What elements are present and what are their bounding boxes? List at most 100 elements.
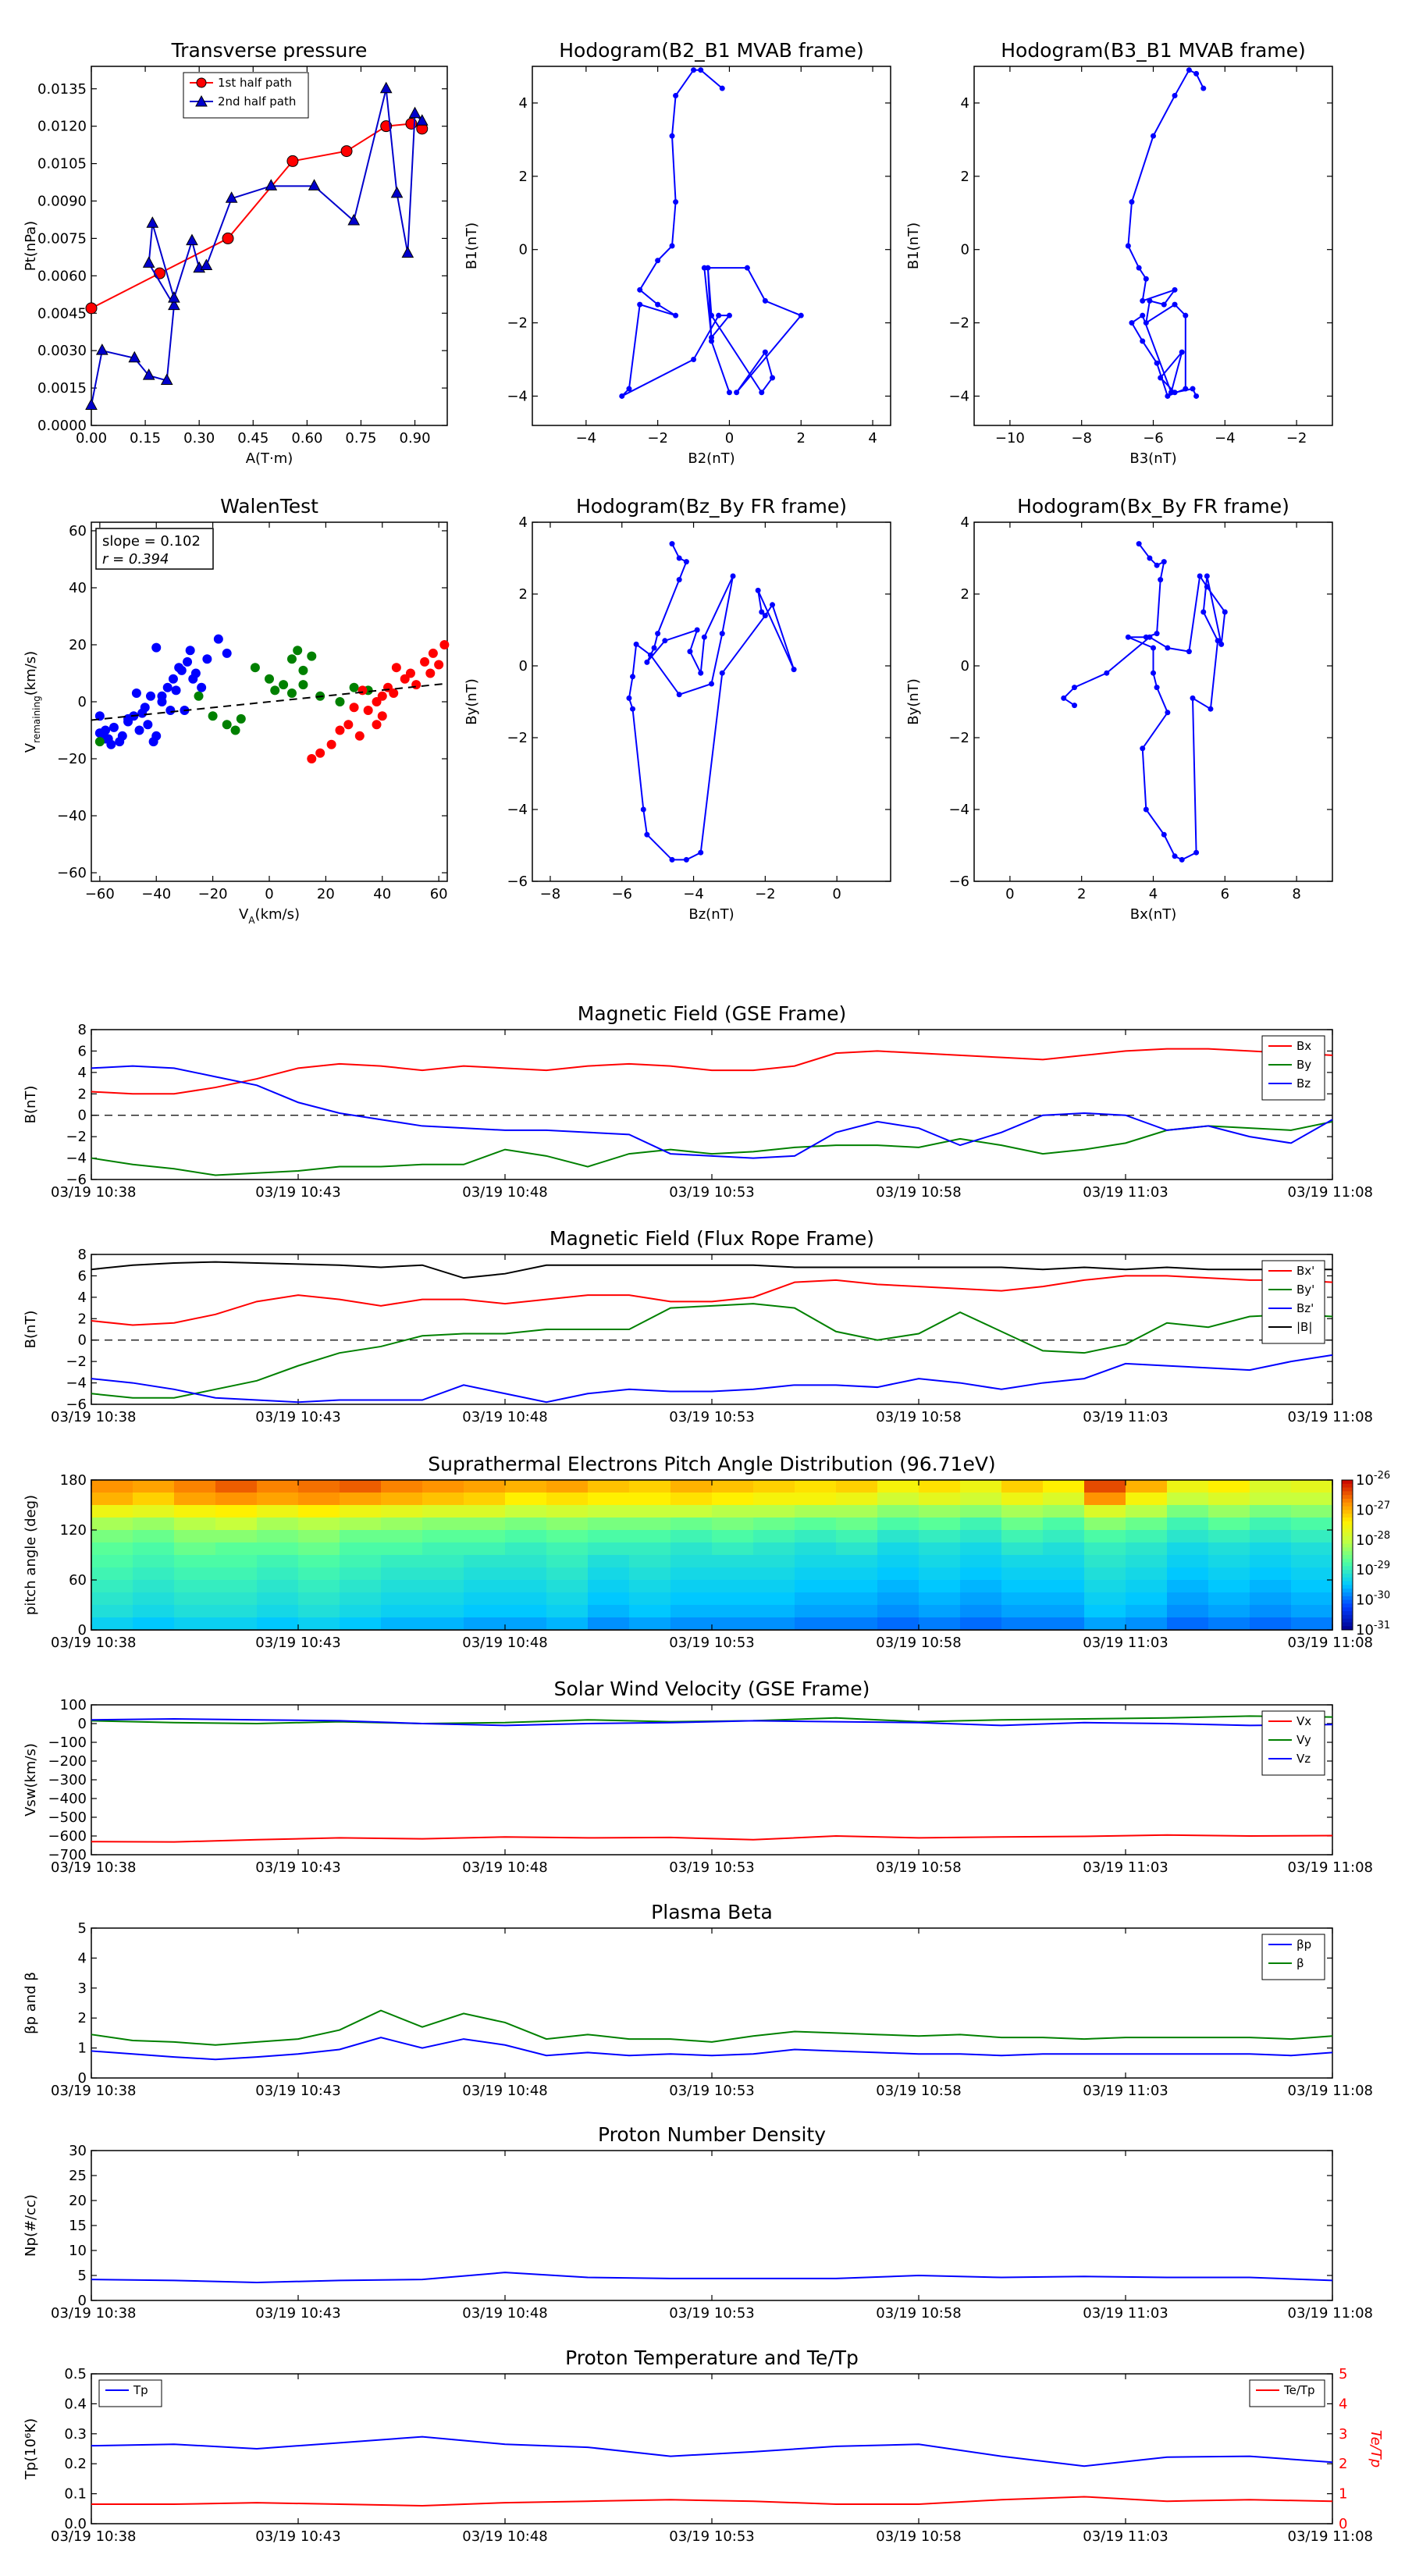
data-point [408, 106, 422, 119]
y-tick-label: 4 [961, 514, 969, 531]
heatmap-cell [422, 1542, 464, 1556]
y-tick-label: 4 [961, 95, 969, 112]
heatmap-cell [91, 1580, 133, 1593]
heatmap-cell [1001, 1493, 1044, 1506]
data-point [633, 641, 639, 647]
heatmap-cell [795, 1493, 837, 1506]
colorbar-tick-base: 10 [1356, 1562, 1374, 1578]
x-axis-label: B3(nT) [1129, 450, 1176, 467]
x-tick-label: 03/19 10:43 [255, 2528, 340, 2545]
scatter-point-blue [168, 674, 178, 684]
y-tick-label: 120 [60, 1522, 87, 1539]
x-tick-label: 03/19 11:08 [1288, 2083, 1373, 2099]
data-point [698, 670, 704, 676]
y-axis-label: Pt(nPa) [23, 221, 39, 271]
data-point [701, 634, 707, 640]
data-point [644, 831, 650, 838]
heatmap-cell [546, 1517, 589, 1531]
heatmap-cell [91, 1592, 133, 1606]
data-point [619, 393, 625, 399]
heatmap-cell [670, 1505, 713, 1518]
x-tick-label: 0 [1005, 886, 1014, 902]
data-point [1215, 638, 1221, 644]
data-point [1154, 631, 1160, 637]
data-point [694, 627, 700, 633]
y-axis-label-main: V [23, 742, 39, 753]
colorbar-tick-exp: -28 [1374, 1530, 1390, 1542]
heatmap-cell [1126, 1580, 1168, 1593]
legend-box [98, 2379, 162, 2407]
data-point [1197, 573, 1203, 579]
heatmap-cell [257, 1592, 299, 1606]
heatmap-cell [919, 1493, 961, 1506]
heatmap-cell [753, 1617, 795, 1631]
y-tick-label: 0.0135 [37, 81, 87, 98]
heatmap-cell [1001, 1542, 1044, 1556]
data-point [1165, 393, 1171, 399]
heatmap-cell [877, 1505, 919, 1518]
data-point [762, 349, 768, 355]
heatmap-cell [1084, 1480, 1126, 1493]
heatmap-cell [464, 1530, 506, 1543]
y-tick-label: 40 [69, 580, 87, 596]
heatmap-cell [1208, 1617, 1250, 1631]
x-tick-label: −8 [540, 886, 561, 902]
scatter-point-blue [117, 731, 127, 741]
y-tick-label: −4 [507, 388, 528, 404]
x-tick-label: 03/19 11:03 [1083, 1635, 1168, 1651]
heatmap-cell [1043, 1592, 1085, 1606]
heatmap-cell [712, 1480, 754, 1493]
data-point [1200, 85, 1207, 91]
x-tick-label: 03/19 10:58 [876, 1409, 961, 1425]
heatmap-cell [670, 1555, 713, 1568]
heatmap-cell [1291, 1605, 1333, 1618]
heatmap-cell [1250, 1617, 1292, 1631]
heatmap-cell [960, 1555, 1002, 1568]
x-tick-label: 03/19 11:03 [1083, 1859, 1168, 1876]
data-point [726, 312, 732, 318]
data-point [651, 645, 657, 651]
axes-frame [532, 66, 891, 426]
series-line [91, 88, 423, 406]
legend: 1st half path 2nd half path [183, 72, 309, 119]
heatmap-cell [1167, 1567, 1209, 1581]
heatmap-cell [422, 1480, 464, 1493]
heatmap-cell [712, 1555, 754, 1568]
data-point [308, 179, 321, 190]
heatmap-cell [795, 1505, 837, 1518]
heatmap-cell [340, 1480, 382, 1493]
x-tick-label: 03/19 11:03 [1083, 2528, 1168, 2545]
heatmap-cell [91, 1480, 133, 1493]
heatmap-cell [1043, 1617, 1085, 1631]
scatter-point-red [372, 720, 382, 730]
heatmap-cell [1208, 1555, 1250, 1568]
scatter-point-red [439, 639, 450, 649]
x-tick-label: 0 [725, 430, 734, 447]
heatmap-cell [877, 1480, 919, 1493]
heatmap-cell [588, 1605, 630, 1618]
y-tick-label: 0.0015 [37, 380, 87, 397]
data-point [95, 343, 108, 355]
y-tick-label: 2 [961, 169, 969, 185]
y-tick-label: 180 [60, 1472, 87, 1489]
scatter-point-red [377, 691, 387, 701]
colorbar-tick-base: 10 [1356, 1532, 1374, 1549]
annotation-box [95, 528, 214, 570]
y-tick-label: 30 [69, 2143, 87, 2159]
colorbar-cell [1342, 1599, 1353, 1604]
heatmap-cell [422, 1567, 464, 1581]
x-axis-label: VA(km/s) [239, 906, 300, 926]
scatter-point-blue [202, 654, 212, 664]
panel-vsw: Solar Wind Velocity (GSE Frame) −700 −600 −… [23, 1678, 1373, 1876]
heatmap-cell [1208, 1505, 1250, 1518]
y-axis-label: B1(nT) [464, 222, 480, 269]
y2-tick-label: 5 [1339, 2366, 1347, 2382]
colorbar-cell [1342, 1596, 1353, 1601]
heatmap-cell [1126, 1617, 1168, 1631]
heatmap-cell [505, 1493, 547, 1506]
heatmap-cell [1001, 1530, 1044, 1543]
heatmap-cell [1001, 1580, 1044, 1593]
x-axis-label: Bx(nT) [1130, 906, 1176, 923]
heatmap-cell [1084, 1517, 1126, 1531]
data-point [1140, 745, 1146, 752]
